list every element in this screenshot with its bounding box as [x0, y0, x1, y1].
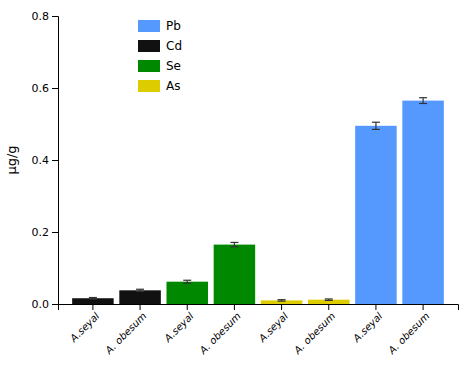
tick: A.seyal — [162, 304, 196, 345]
error-cap — [278, 299, 286, 300]
tick-label: A.seyal — [256, 310, 290, 344]
error-cap — [419, 103, 427, 104]
y-axis: 0.0 0.2 0.4 0.6 0.8 — [32, 10, 59, 311]
legend-item: Cd — [138, 39, 182, 53]
tick-mark — [234, 304, 235, 310]
error-cap — [183, 280, 191, 281]
error-cap — [89, 298, 97, 299]
error-cap — [230, 246, 238, 247]
tick: A.seyal — [350, 304, 384, 345]
error-cap — [419, 97, 427, 98]
bar — [119, 290, 161, 304]
error-bar — [278, 300, 286, 301]
legend-item: As — [138, 79, 180, 93]
bar — [72, 298, 114, 304]
tick-mark — [92, 304, 93, 310]
error-cap — [136, 291, 144, 292]
tick-mark — [52, 304, 58, 305]
tick-mark — [281, 304, 282, 310]
error-cap — [325, 298, 333, 299]
tick-mark — [52, 16, 58, 17]
axis-line — [59, 305, 459, 311]
error-line — [422, 98, 423, 104]
error-line — [375, 122, 376, 129]
error-cap — [278, 301, 286, 302]
tick-label: 0.4 — [32, 154, 50, 167]
error-line — [234, 242, 235, 246]
legend-label: Se — [166, 59, 181, 73]
tick-mark — [375, 304, 376, 310]
bars — [72, 98, 444, 304]
tick-label: A.seyal — [162, 310, 196, 344]
tick-label: 0.2 — [32, 226, 50, 239]
tick-label: 0.0 — [32, 298, 50, 311]
legend: Pb Cd Se As — [138, 19, 182, 93]
tick: A.seyal — [67, 304, 101, 345]
tick-label: A.seyal — [67, 310, 101, 344]
tick-label: 0.8 — [32, 10, 50, 23]
tick-label: 0.6 — [32, 82, 50, 95]
tick: A. obesum — [291, 304, 337, 357]
error-cap — [89, 297, 97, 298]
tick-mark — [52, 88, 58, 89]
error-cap — [183, 283, 191, 284]
error-cap — [372, 122, 380, 123]
error-bar — [419, 98, 427, 104]
error-cap — [136, 289, 144, 290]
axis-line — [52, 17, 59, 305]
legend-swatch — [138, 20, 160, 32]
error-cap — [372, 129, 380, 130]
error-cap — [325, 300, 333, 301]
bar — [166, 282, 208, 304]
error-bar — [325, 299, 333, 300]
tick-mark — [52, 160, 58, 161]
error-cap — [230, 242, 238, 243]
chart: 0.00.20.40.60.8A.seyalA. obesumA.seyalA.… — [0, 0, 474, 376]
error-bar — [89, 298, 97, 299]
tick: A.seyal — [256, 304, 290, 345]
y-axis-title: μg/g — [4, 145, 19, 174]
bar — [261, 300, 303, 304]
tick: 0.2 — [32, 226, 59, 239]
legend-item: Se — [138, 59, 181, 73]
bar — [214, 245, 256, 304]
legend-item: Pb — [138, 19, 181, 33]
error-bar — [372, 122, 380, 129]
bar — [308, 300, 350, 304]
tick: A. obesum — [197, 304, 243, 357]
tick-label: A. obesum — [291, 310, 337, 356]
tick-label: A.seyal — [350, 310, 384, 344]
legend-swatch — [138, 40, 160, 52]
tick: 0.0 — [32, 298, 59, 311]
tick: A. obesum — [102, 304, 148, 357]
tick: A. obesum — [385, 304, 431, 357]
tick-mark — [328, 304, 329, 310]
plot: 0.00.20.40.60.8A.seyalA. obesumA.seyalA.… — [32, 10, 459, 357]
legend-label: Cd — [166, 39, 182, 53]
tick: 0.8 — [32, 10, 59, 23]
legend-swatch — [138, 80, 160, 92]
tick-label: A. obesum — [197, 310, 243, 356]
tick: 0.6 — [32, 82, 59, 95]
error-bar — [230, 242, 238, 246]
tick-mark — [187, 304, 188, 310]
tick-label: A. obesum — [385, 310, 431, 356]
tick-mark — [423, 304, 424, 310]
tick-mark — [52, 232, 58, 233]
tick-label: A. obesum — [102, 310, 148, 356]
legend-label: As — [166, 79, 180, 93]
tick-mark — [140, 304, 141, 310]
x-axis: A.seyalA. obesumA.seyalA. obesumA.seyalA… — [59, 304, 459, 357]
legend-label: Pb — [166, 19, 181, 33]
bar — [402, 101, 444, 304]
bar — [355, 126, 397, 304]
error-bar — [183, 280, 191, 283]
legend-swatch — [138, 60, 160, 72]
tick: 0.4 — [32, 154, 59, 167]
error-bar — [136, 289, 144, 291]
